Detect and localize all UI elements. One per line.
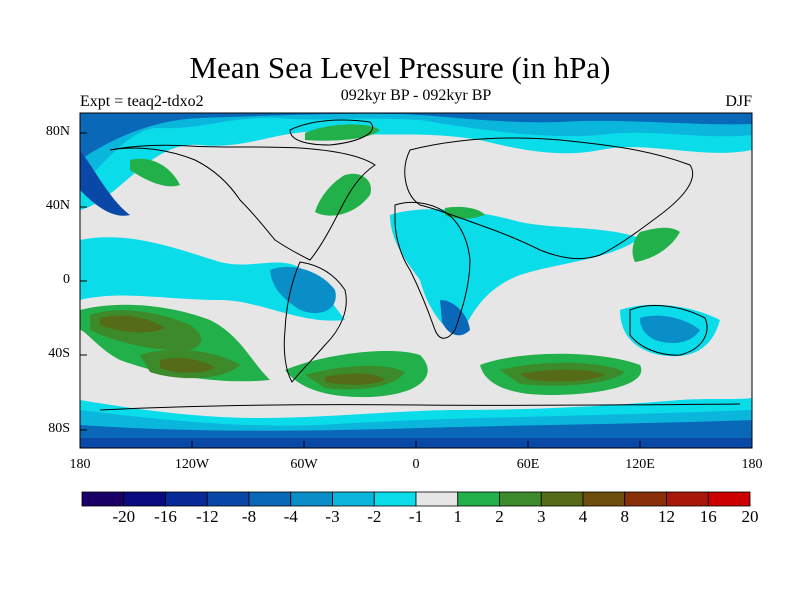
colorbar-swatch bbox=[457, 491, 500, 507]
map-title: Mean Sea Level Pressure (in hPa) bbox=[189, 50, 611, 85]
colorbar-tick-label: 4 bbox=[578, 507, 588, 526]
axis-ticks bbox=[80, 132, 641, 448]
colorbar-swatch bbox=[123, 491, 166, 507]
colorbar-swatch bbox=[582, 491, 626, 507]
experiment-label: Expt = teaq2-tdxo2 bbox=[80, 93, 204, 110]
lat-label-80s: 80S bbox=[48, 421, 70, 436]
colorbar-tick-label: 3 bbox=[537, 507, 546, 526]
colorbar-tick-label: 16 bbox=[699, 507, 717, 526]
pressure-field bbox=[80, 113, 752, 448]
lat-label-80n: 80N bbox=[45, 124, 70, 139]
colorbar-tick-label: 20 bbox=[741, 507, 759, 526]
colorbar-swatch bbox=[332, 491, 375, 507]
lon-label-60w: 60W bbox=[290, 457, 318, 472]
colorbar-tick-label: 8 bbox=[620, 507, 630, 526]
colorbar-tick-label: -12 bbox=[195, 507, 219, 526]
colorbar-swatch bbox=[540, 491, 584, 507]
colorbar-tick-label: -3 bbox=[325, 507, 340, 526]
colorbar-swatch bbox=[165, 491, 208, 507]
colorbar-tick-label: -8 bbox=[241, 507, 257, 526]
colorbar-tick-label: 2 bbox=[495, 507, 504, 526]
colorbar-tick-label: 1 bbox=[453, 507, 463, 526]
colorbar-swatch bbox=[499, 491, 542, 507]
colorbar-tick-label: -16 bbox=[154, 507, 177, 526]
colorbar-tick-label: -4 bbox=[283, 507, 298, 526]
season-label: DJF bbox=[725, 93, 752, 110]
colorbar-swatch bbox=[415, 491, 459, 507]
lat-label-0: 0 bbox=[63, 272, 70, 287]
lon-label-180e: 180 bbox=[741, 457, 763, 472]
colorbar-swatch bbox=[707, 491, 751, 507]
coastlines bbox=[99, 119, 741, 411]
colorbar bbox=[81, 491, 751, 507]
colorbar-tick-label: -20 bbox=[112, 507, 136, 526]
map-subtitle: 092kyr BP - 092kyr BP bbox=[340, 87, 492, 104]
colorbar-swatch bbox=[666, 491, 709, 507]
colorbar-swatch bbox=[248, 491, 292, 507]
colorbar-swatch bbox=[373, 491, 417, 507]
lon-label-120w: 120W bbox=[174, 457, 210, 472]
lon-label-0: 0 bbox=[412, 457, 420, 472]
colorbar-swatch bbox=[206, 491, 250, 507]
colorbar-tick-label: -1 bbox=[408, 507, 424, 526]
lat-label-40s: 40S bbox=[48, 346, 70, 361]
colorbar-tick-label: -2 bbox=[367, 507, 382, 526]
colorbar-swatch bbox=[81, 491, 125, 507]
lon-label-60e: 60E bbox=[516, 457, 540, 472]
lon-label-120e: 120E bbox=[625, 457, 655, 472]
lon-label-180w: 180 bbox=[69, 457, 91, 472]
lat-label-40n: 40N bbox=[45, 198, 70, 213]
colorbar-swatch bbox=[290, 491, 333, 507]
colorbar-tick-label: 12 bbox=[658, 507, 675, 526]
colorbar-swatch bbox=[624, 491, 667, 507]
